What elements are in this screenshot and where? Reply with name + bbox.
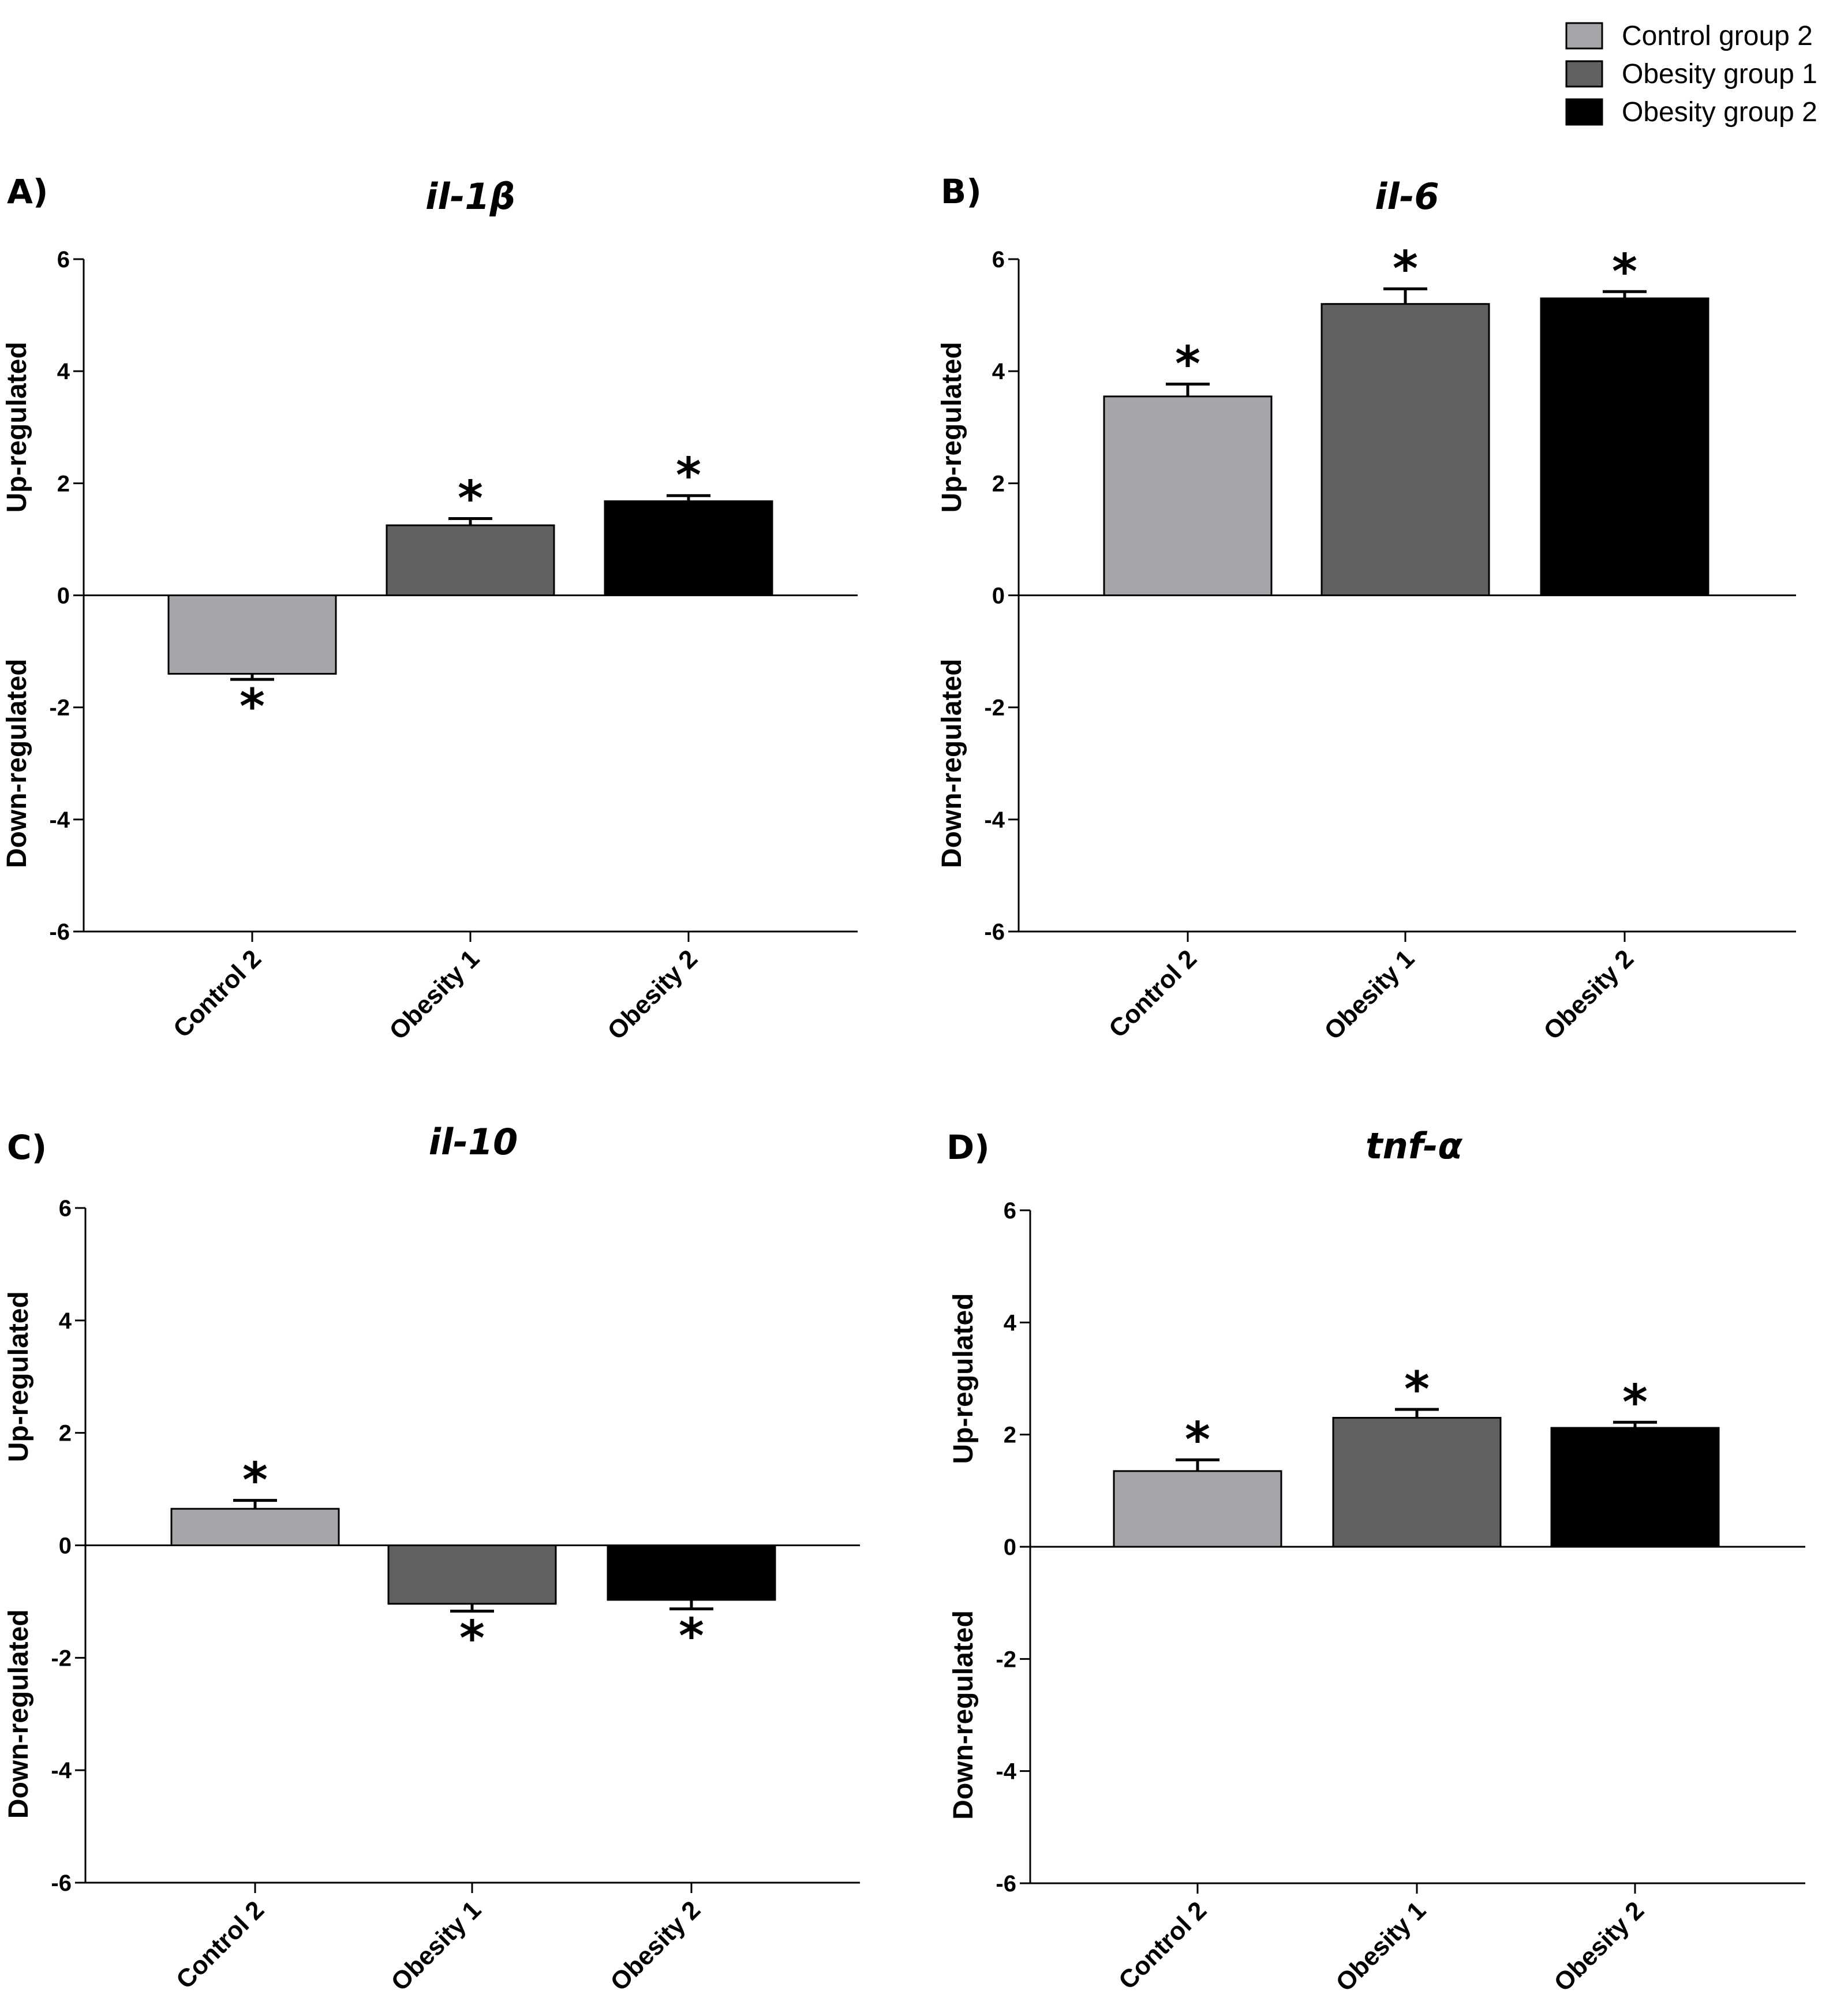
y-tick-label: 2: [59, 1421, 72, 1446]
bar-3: [1550, 1427, 1720, 1548]
x-tick-label: Obesity 2: [605, 1895, 706, 1996]
y-tick-label: -4: [49, 807, 70, 833]
x-tick-label: Obesity 1: [1319, 944, 1420, 1045]
chart-title: il-6: [1375, 175, 1439, 218]
panel-d: D) tnf-α * * * 6 4 2 0 -2 -4 -6 Control 2 Obesity 1 Ob…: [947, 1125, 1805, 1997]
bar-3: [607, 1544, 776, 1601]
bar-3: [1540, 297, 1709, 596]
panel-a: A) il-1β * * * 6 4 2 0 -2 -4 -6 Control 2 Obesity 1 Ob…: [2, 172, 858, 1045]
legend-label-1: Control group 2: [1622, 21, 1813, 51]
legend-label-2: Obesity group 1: [1622, 59, 1817, 89]
x-tick-label: Control 2: [1113, 1896, 1212, 1995]
chart-title: il-1β: [425, 175, 515, 218]
significance-star-3: *: [679, 1608, 704, 1665]
y-tick-label: 6: [992, 247, 1005, 272]
y-tick-label: -2: [996, 1647, 1016, 1672]
y-tick-label: -4: [984, 807, 1005, 833]
y-label-down: Down-regulated: [937, 659, 967, 868]
y-label-down: Down-regulated: [2, 659, 32, 868]
y-tick-label: 4: [57, 359, 70, 384]
legend-label-3: Obesity group 2: [1622, 97, 1817, 128]
bar-2: [386, 524, 555, 596]
significance-star-2: *: [1393, 240, 1418, 297]
y-tick-label: 4: [1004, 1310, 1017, 1336]
y-tick-label: 2: [57, 471, 70, 496]
y-tick-label: 2: [992, 471, 1005, 496]
y-tick-label: 0: [1004, 1535, 1016, 1560]
panels: A) il-1β * * * 6 4 2 0 -2 -4 -6 Control 2 Obesity 1 Ob…: [2, 172, 1805, 1997]
significance-star-3: *: [1612, 243, 1637, 300]
y-tick-label: -2: [51, 1645, 72, 1671]
y-label-down: Down-regulated: [3, 1609, 34, 1819]
y-tick-label: 0: [57, 584, 70, 609]
y-label-down: Down-regulated: [948, 1610, 979, 1820]
y-tick-label: -4: [51, 1758, 72, 1783]
significance-star-1: *: [240, 678, 265, 735]
x-tick-label: Obesity 1: [1330, 1896, 1431, 1997]
panel-letter: C): [7, 1128, 47, 1167]
y-tick-label: 6: [57, 247, 70, 272]
y-tick-label: -2: [984, 695, 1005, 721]
legend: Control group 2 Obesity group 1 Obesity gr…: [1565, 21, 1817, 128]
panel-letter: B): [941, 172, 982, 211]
significance-star-2: *: [458, 470, 483, 526]
significance-star-1: *: [1175, 335, 1200, 392]
x-tick-label: Control 2: [1103, 944, 1202, 1043]
x-tick-label: Control 2: [168, 944, 267, 1043]
y-tick-label: 6: [59, 1196, 72, 1221]
legend-swatch-3: [1565, 98, 1603, 126]
panel-c: C) il-10 * * * 6 4 2 0 -2 -4 -6 Control 2 Obesity 1 Ob…: [3, 1121, 860, 1996]
bar-1: [167, 594, 337, 675]
bar-3: [604, 500, 773, 597]
x-tick-label: Obesity 2: [1548, 1896, 1649, 1997]
y-tick-label: -4: [996, 1759, 1016, 1785]
y-tick-label: 4: [59, 1308, 72, 1334]
y-tick-label: 4: [992, 359, 1005, 384]
panel-letter: A): [7, 172, 48, 211]
y-label-up: Up-regulated: [2, 342, 32, 513]
significance-star-3: *: [676, 447, 701, 504]
significance-star-3: *: [1622, 1374, 1648, 1430]
significance-star-1: *: [242, 1452, 268, 1509]
chart-title: tnf-α: [1366, 1125, 1462, 1167]
bar-1: [170, 1508, 340, 1547]
y-tick-label: 0: [992, 584, 1005, 609]
y-label-up: Up-regulated: [937, 342, 967, 513]
y-tick-label: 2: [1004, 1423, 1016, 1448]
y-label-up: Up-regulated: [948, 1293, 979, 1464]
x-tick-label: Obesity 1: [386, 1895, 487, 1996]
legend-swatch-2: [1565, 60, 1603, 88]
y-label-up: Up-regulated: [3, 1291, 34, 1462]
y-tick-label: 6: [1004, 1198, 1016, 1224]
x-tick-label: Obesity 1: [384, 944, 485, 1045]
panel-b: B) il-6 * * * 6 4 2 0 -2 -4 -6 Control 2 Obesity 1 Obe…: [937, 172, 1796, 1045]
x-tick-label: Obesity 2: [602, 944, 703, 1045]
significance-star-1: *: [1185, 1411, 1210, 1468]
x-tick-label: Obesity 2: [1538, 944, 1639, 1045]
significance-star-2: *: [459, 1610, 485, 1666]
x-tick-label: Control 2: [171, 1895, 270, 1994]
panel-letter: D): [947, 1128, 990, 1167]
y-tick-label: -6: [984, 919, 1005, 945]
y-tick-label: -2: [49, 695, 70, 721]
y-tick-label: -6: [996, 1871, 1016, 1897]
bar-2: [387, 1544, 557, 1605]
bar-1: [1103, 395, 1273, 597]
bar-1: [1113, 1470, 1282, 1548]
legend-swatch-1: [1565, 22, 1603, 50]
bar-2: [1320, 303, 1490, 597]
y-tick-label: -6: [51, 1871, 72, 1896]
significance-star-2: *: [1404, 1361, 1430, 1417]
chart-title: il-10: [429, 1121, 518, 1163]
y-tick-label: -6: [49, 919, 70, 945]
bar-2: [1332, 1417, 1502, 1548]
y-tick-label: 0: [59, 1533, 72, 1559]
